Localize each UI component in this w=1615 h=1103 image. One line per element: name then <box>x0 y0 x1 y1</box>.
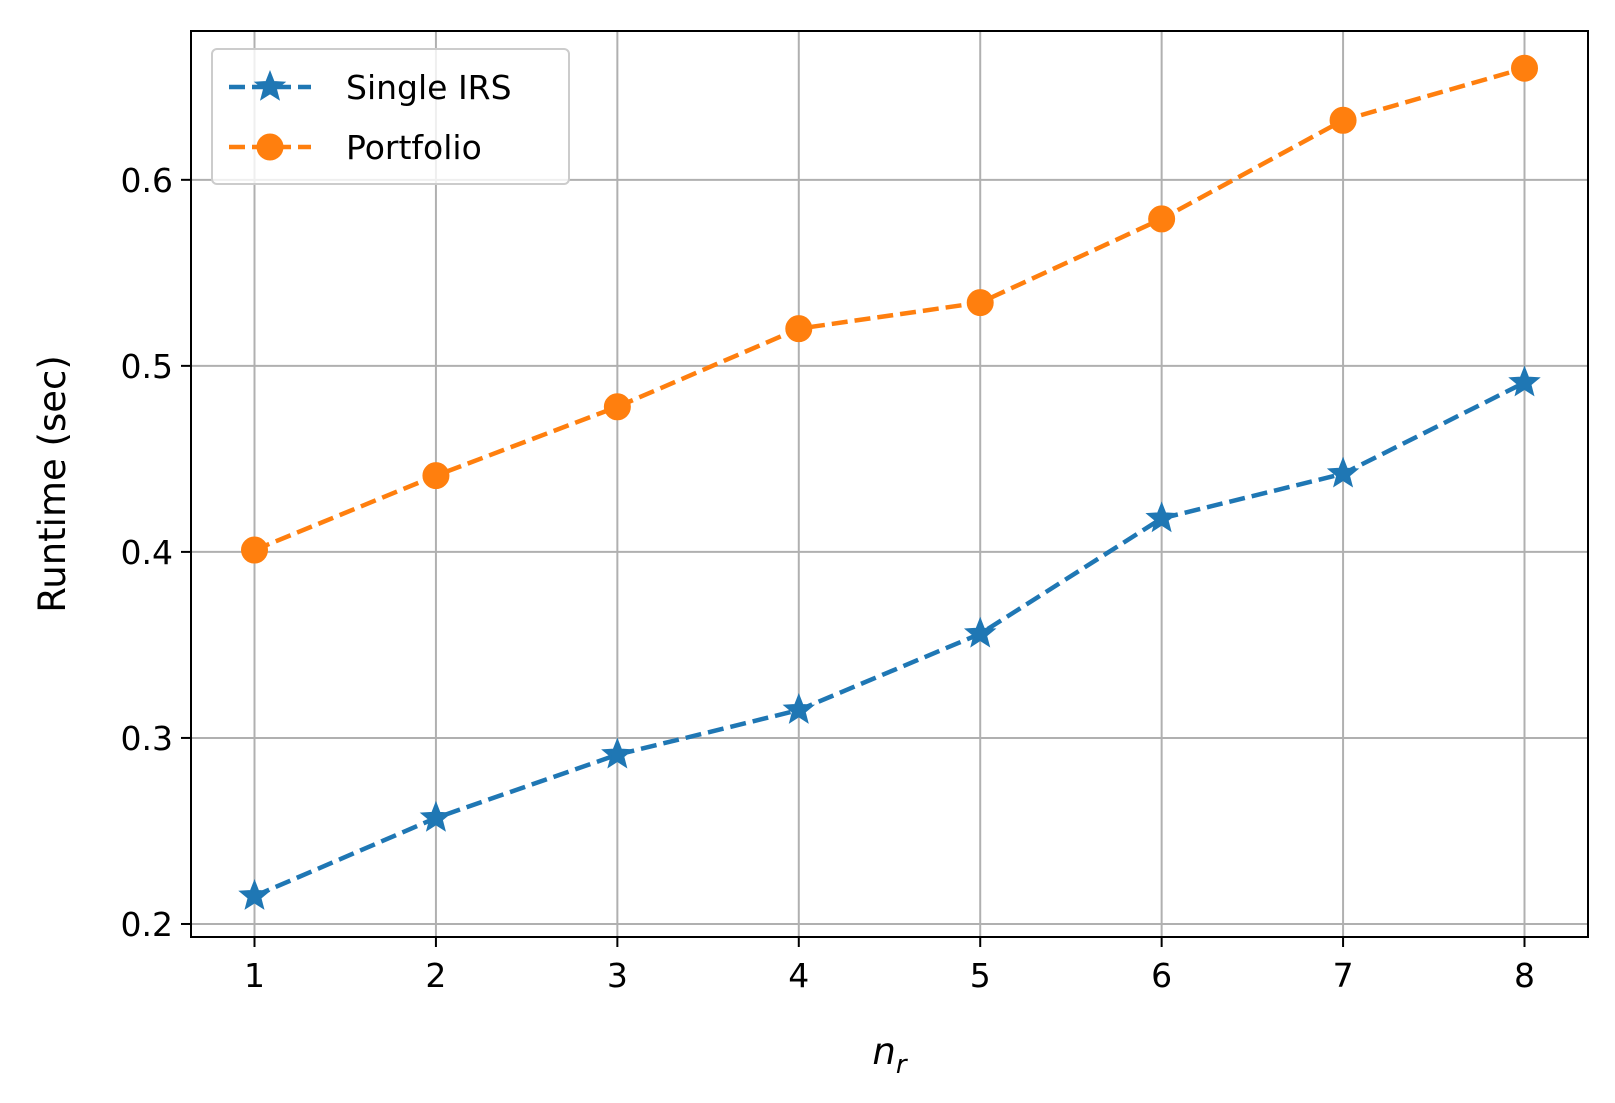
data-point <box>963 616 997 648</box>
data-point <box>419 800 453 832</box>
x-tick-label: 3 <box>607 956 628 995</box>
legend-entry: Portfolio <box>229 128 482 167</box>
data-point <box>1508 365 1541 397</box>
x-axis-label-main: n <box>872 1030 895 1073</box>
data-point <box>782 692 816 724</box>
data-point <box>601 737 634 769</box>
x-tick-label: 2 <box>425 956 446 995</box>
series-single-irs <box>238 365 1541 910</box>
x-tick-label: 4 <box>788 956 809 995</box>
ticks: 1 2 3 4 5 6 7 8 0.2 0.3 0.4 0.5 0.6 <box>121 161 1535 995</box>
y-axis-label: Runtime (sec) <box>31 355 74 613</box>
series-line <box>253 66 1526 553</box>
x-tick-label: 6 <box>1151 956 1172 995</box>
x-tick-label: 5 <box>970 956 991 995</box>
data-point <box>1511 54 1538 82</box>
data-point <box>1148 205 1176 233</box>
data-point <box>238 879 271 910</box>
data-point <box>422 462 450 490</box>
y-tick-label: 0.6 <box>121 161 173 200</box>
legend-marker <box>253 69 287 101</box>
series-line <box>253 380 1526 899</box>
data-point <box>966 289 994 317</box>
y-tick-label: 0.3 <box>121 719 173 758</box>
data-point <box>241 536 268 564</box>
x-tick-label: 8 <box>1514 956 1535 995</box>
x-tick-label: 7 <box>1333 956 1354 995</box>
legend-box <box>211 48 570 185</box>
x-tick-label: 1 <box>244 956 265 995</box>
y-tick-label: 0.4 <box>121 533 173 572</box>
legend-items: Single IRS Portfolio <box>229 68 512 167</box>
y-tick-label: 0.5 <box>121 347 173 386</box>
legend-entry: Single IRS <box>229 68 512 107</box>
legend-label: Portfolio <box>346 128 482 167</box>
x-axis-label-subscript: r <box>896 1050 909 1080</box>
data-point <box>1145 501 1178 533</box>
legend: Single IRS Portfolio <box>211 48 570 185</box>
data-point <box>1326 456 1360 488</box>
legend-label: Single IRS <box>346 68 512 107</box>
series-portfolio <box>241 54 1538 564</box>
data-point <box>1329 106 1357 134</box>
legend-marker <box>256 133 284 161</box>
x-axis-label: nr <box>872 1030 908 1080</box>
data-point <box>603 393 631 421</box>
data-point <box>785 315 813 343</box>
plot-frame <box>190 30 1589 938</box>
series-group <box>238 54 1541 910</box>
y-tick-label: 0.2 <box>121 905 173 944</box>
